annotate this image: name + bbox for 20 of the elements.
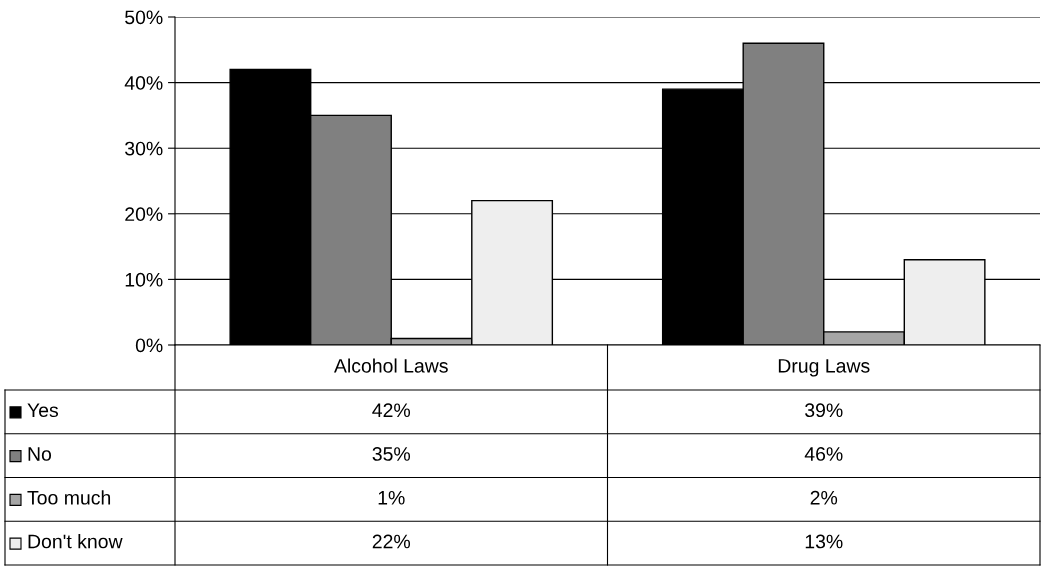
y-tick-label: 30% xyxy=(125,141,163,156)
y-tick-label: 40% xyxy=(124,76,163,90)
data-label: 35% xyxy=(372,447,411,461)
x-tick-label: Drug Laws xyxy=(778,359,870,377)
y-tick-label: 20% xyxy=(125,207,163,222)
x-tick-label: Alcohol Laws xyxy=(334,358,448,373)
legend-label: Too much xyxy=(27,490,111,505)
data-label: 2% xyxy=(810,490,838,505)
data-label: 39% xyxy=(805,403,843,418)
data-label: 22% xyxy=(372,534,411,549)
legend-label: Yes xyxy=(27,403,59,418)
data-label: 42% xyxy=(372,403,411,418)
legend-label: Don't know xyxy=(28,534,123,549)
data-label: 1% xyxy=(378,490,405,505)
data-label: 13% xyxy=(805,534,843,549)
y-tick-label: 50% xyxy=(125,10,163,25)
y-tick-label: 10% xyxy=(125,272,163,287)
data-label: 46% xyxy=(804,447,843,461)
y-tick-label: 0% xyxy=(135,338,163,353)
legend-label: No xyxy=(28,447,52,461)
